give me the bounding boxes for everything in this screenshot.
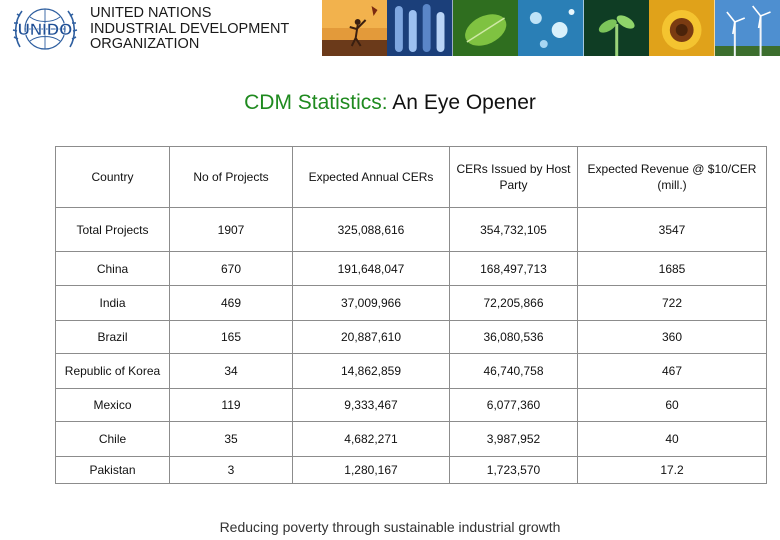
wind-turbines-photo-icon xyxy=(714,0,780,56)
cell-expected-cers: 20,887,610 xyxy=(292,320,450,354)
cell-country: Chile xyxy=(55,421,170,457)
cell-projects: 119 xyxy=(169,388,293,422)
plant-photo-icon xyxy=(583,0,650,56)
title-part-1: CDM Statistics: xyxy=(244,91,388,114)
cell-expected-cers: 325,088,616 xyxy=(292,207,450,252)
cell-projects: 469 xyxy=(169,285,293,321)
cell-country: Pakistan xyxy=(55,456,170,484)
table-row: Pakistan 3 1,280,167 1,723,570 17.2 xyxy=(55,456,767,484)
cell-cers-issued: 3,987,952 xyxy=(449,421,578,457)
column-header-expected-cers: Expected Annual CERs xyxy=(292,146,450,208)
column-header-projects: No of Projects xyxy=(169,146,293,208)
cell-country: Brazil xyxy=(55,320,170,354)
cell-revenue: 17.2 xyxy=(577,456,767,484)
page-title: CDM Statistics: An Eye Opener xyxy=(0,91,780,115)
cell-revenue: 722 xyxy=(577,285,767,321)
cell-expected-cers: 14,862,859 xyxy=(292,353,450,389)
cell-cers-issued: 36,080,536 xyxy=(449,320,578,354)
table-row: India 469 37,009,966 72,205,866 722 xyxy=(55,285,767,321)
cell-country: China xyxy=(55,251,170,286)
cell-revenue: 467 xyxy=(577,353,767,389)
table-row: Republic of Korea 34 14,862,859 46,740,7… xyxy=(55,353,767,389)
kite-photo-icon xyxy=(322,0,388,56)
cell-revenue: 360 xyxy=(577,320,767,354)
cell-expected-cers: 37,009,966 xyxy=(292,285,450,321)
sunflower-photo-icon xyxy=(649,0,715,56)
cell-country: Republic of Korea xyxy=(55,353,170,389)
column-header-cers-issued: CERs Issued by Host Party xyxy=(449,146,578,208)
cell-cers-issued: 354,732,105 xyxy=(449,207,578,252)
org-line-1: UNITED NATIONS xyxy=(90,5,212,21)
cell-projects: 670 xyxy=(169,251,293,286)
table-row: Mexico 119 9,333,467 6,077,360 60 xyxy=(55,388,767,422)
cell-projects: 1907 xyxy=(169,207,293,252)
cell-expected-cers: 4,682,271 xyxy=(292,421,450,457)
org-line-2: INDUSTRIAL DEVELOPMENT xyxy=(90,20,290,37)
table-header-row: Country No of Projects Expected Annual C… xyxy=(55,146,767,208)
cell-projects: 34 xyxy=(169,353,293,389)
column-header-country: Country xyxy=(55,146,170,208)
water-drops-photo-icon xyxy=(518,0,584,56)
cell-expected-cers: 1,280,167 xyxy=(292,456,450,484)
cell-projects: 3 xyxy=(169,456,293,484)
cell-revenue: 60 xyxy=(577,388,767,422)
test-tubes-photo-icon xyxy=(387,0,453,56)
cell-cers-issued: 168,497,713 xyxy=(449,251,578,286)
cell-cers-issued: 72,205,866 xyxy=(449,285,578,321)
footer-tagline: Reducing poverty through sustainable ind… xyxy=(219,519,561,535)
cell-revenue: 40 xyxy=(577,421,767,457)
cell-country: Mexico xyxy=(55,388,170,422)
cell-expected-cers: 191,648,047 xyxy=(292,251,450,286)
cell-country: India xyxy=(55,285,170,321)
cell-country: Total Projects xyxy=(55,207,170,252)
unido-logo: UNIDO xyxy=(12,8,78,50)
title-part-2: An Eye Opener xyxy=(387,91,536,114)
cell-projects: 165 xyxy=(169,320,293,354)
photo-strip xyxy=(322,0,780,56)
cell-expected-cers: 9,333,467 xyxy=(292,388,450,422)
header: UNIDO UNITED NATIONS INDUSTRIAL DEVELOPM… xyxy=(0,0,780,60)
table-row: China 670 191,648,047 168,497,713 1685 xyxy=(55,251,767,286)
cdm-statistics-table: Country No of Projects Expected Annual C… xyxy=(55,146,767,484)
organization-name: UNITED NATIONS INDUSTRIAL DEVELOPMENT OR… xyxy=(90,5,290,53)
cell-cers-issued: 1,723,570 xyxy=(449,456,578,484)
table-row: Total Projects 1907 325,088,616 354,732,… xyxy=(55,207,767,252)
cell-projects: 35 xyxy=(169,421,293,457)
leaf-photo-icon xyxy=(452,0,519,56)
cell-cers-issued: 46,740,758 xyxy=(449,353,578,389)
cell-cers-issued: 6,077,360 xyxy=(449,388,578,422)
org-line-3: ORGANIZATION xyxy=(90,36,200,52)
cell-revenue: 1685 xyxy=(577,251,767,286)
svg-text:UNIDO: UNIDO xyxy=(18,20,73,39)
column-header-expected-revenue: Expected Revenue @ $10/CER (mill.) xyxy=(577,146,767,208)
cell-revenue: 3547 xyxy=(577,207,767,252)
table-row: Chile 35 4,682,271 3,987,952 40 xyxy=(55,421,767,457)
table-row: Brazil 165 20,887,610 36,080,536 360 xyxy=(55,320,767,354)
